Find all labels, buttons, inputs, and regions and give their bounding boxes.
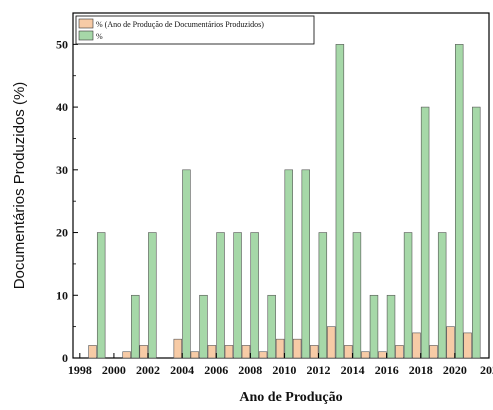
x-tick-label: 2018 xyxy=(409,363,433,377)
bar-green-2019 xyxy=(437,232,447,359)
y-axis: 0 10 20 30 40 50 xyxy=(56,37,78,365)
bar-orange-2014 xyxy=(344,345,353,359)
x-tick-label: 2014 xyxy=(341,363,365,377)
bar-orange-2016 xyxy=(378,351,387,359)
bar-orange-2019 xyxy=(429,345,438,359)
legend-label-orange: % (Ano de Produção de Documentários Prod… xyxy=(96,20,264,29)
bar-green-2014 xyxy=(352,232,362,359)
bar-green-2016 xyxy=(386,294,396,359)
bar-green-2017 xyxy=(403,232,413,359)
y-tick-label: 20 xyxy=(56,226,68,240)
bar-green-2018 xyxy=(420,106,430,359)
bar-green-2010 xyxy=(284,169,293,359)
bar-orange-2012 xyxy=(309,345,319,359)
x-tick-label: 2000 xyxy=(102,363,126,377)
bar-orange-2017 xyxy=(395,345,404,359)
bar-green-2004 xyxy=(182,169,191,359)
bar-green-1999 xyxy=(96,232,106,359)
x-tick-label: 2002 xyxy=(136,363,160,377)
bar-orange-2006 xyxy=(207,345,217,359)
bar-green-2006 xyxy=(216,232,225,359)
x-tick-label: 2010 xyxy=(272,363,296,377)
x-tick-label: 1998 xyxy=(68,363,92,377)
bar-green-2001 xyxy=(131,294,140,359)
bar-orange-2005 xyxy=(190,351,200,359)
bar-orange-2009 xyxy=(258,351,268,359)
bar-green-2008 xyxy=(250,232,259,359)
bar-orange-2004 xyxy=(173,338,183,359)
bar-orange-2011 xyxy=(292,338,302,359)
x-tick-label: 2016 xyxy=(375,363,399,377)
bar-orange-2020 xyxy=(446,326,455,359)
bar-green-2005 xyxy=(199,294,208,359)
bar-orange-2002 xyxy=(139,345,148,359)
bar-green-2020 xyxy=(454,44,464,359)
bar-orange-2007 xyxy=(224,345,234,359)
x-tick-label: 2004 xyxy=(170,363,194,377)
x-tick-label: 202 xyxy=(480,363,493,377)
legend-swatch-green xyxy=(78,30,94,41)
legend-label-green: % xyxy=(96,32,103,41)
y-tick-label: 50 xyxy=(56,37,68,51)
bar-green-2009 xyxy=(267,294,276,359)
x-tick-label: 2008 xyxy=(238,363,262,377)
bar-orange-2008 xyxy=(241,345,251,359)
bar-orange-2015 xyxy=(361,351,370,359)
bar-green-2015 xyxy=(369,294,379,359)
bar-orange-2021 xyxy=(463,332,472,359)
x-axis: 1998 2000 2002 2004 2006 2008 2010 2012 2014 2016… xyxy=(68,353,493,377)
bar-orange-1999 xyxy=(88,345,97,359)
y-axis-label: Documentários Produzidos (%) xyxy=(11,82,28,290)
y-tick-label: 40 xyxy=(56,100,68,114)
legend-swatch-orange xyxy=(78,18,94,29)
bar-green-2013 xyxy=(335,44,345,359)
bar-orange-2013 xyxy=(327,326,336,359)
bar-green-2012 xyxy=(318,232,328,359)
bar-green-2007 xyxy=(233,232,242,359)
bar-green-2011 xyxy=(301,169,310,359)
x-axis-label: Ano de Produção xyxy=(239,390,342,405)
y-tick-label: 30 xyxy=(56,163,68,177)
x-tick-label: 2020 xyxy=(443,363,467,377)
x-tick-label: 2006 xyxy=(204,363,228,377)
bar-green-2021 xyxy=(472,106,481,359)
x-tick-label: 2012 xyxy=(307,363,331,377)
legend-box xyxy=(75,15,315,45)
bar-orange-2010 xyxy=(275,338,285,359)
y-tick-label: 0 xyxy=(62,351,68,365)
y-tick-label: 10 xyxy=(56,288,68,302)
bar-orange-2001 xyxy=(122,351,131,359)
bar-green-2002 xyxy=(148,232,157,359)
legend: % (Ano de Produção de Documentários Prod… xyxy=(75,15,315,45)
bars-layer xyxy=(88,44,481,359)
bar-orange-2018 xyxy=(412,332,421,359)
